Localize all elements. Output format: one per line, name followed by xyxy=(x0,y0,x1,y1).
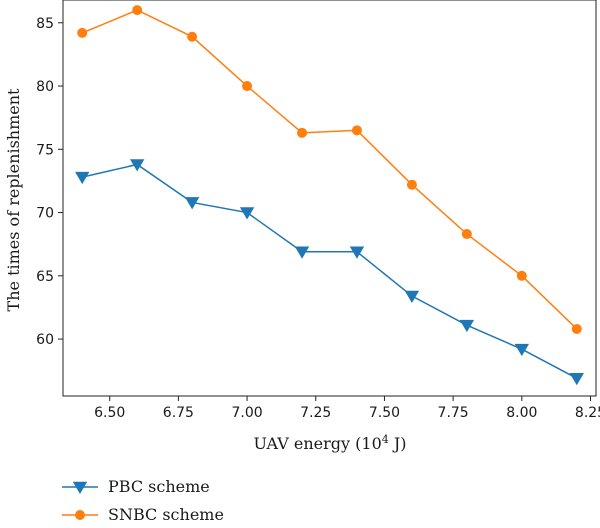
data-point xyxy=(351,125,362,136)
data-point xyxy=(349,246,365,259)
data-point xyxy=(294,246,310,259)
x-axis-label-exponent: 4 xyxy=(382,433,389,446)
x-tick-label: 7.75 xyxy=(438,405,469,421)
data-point xyxy=(75,171,90,185)
x-axis: 6.50 6.75 7.00 7.25 7.50 7.75 8.00 8.25 xyxy=(94,396,600,421)
series-0 xyxy=(75,159,584,386)
data-point xyxy=(514,343,530,357)
data-point xyxy=(406,179,417,190)
y-tick-label: 75 xyxy=(36,142,54,158)
y-axis: 60 65 70 75 80 85 xyxy=(36,16,63,348)
legend: PBC scheme SNBC scheme xyxy=(62,477,224,524)
y-tick-label: 65 xyxy=(36,269,54,285)
data-point xyxy=(77,27,88,38)
data-point xyxy=(459,319,475,333)
data-point xyxy=(129,159,145,172)
y-axis-label: The times of replenishment xyxy=(4,88,23,311)
data-point xyxy=(569,373,584,386)
y-tick-label: 60 xyxy=(36,332,54,348)
plot-frame xyxy=(62,0,597,397)
legend-marker xyxy=(72,481,88,494)
y-tick-label: 80 xyxy=(36,79,54,95)
x-axis-label: UAV energy (104 J) xyxy=(253,433,406,453)
series-1 xyxy=(77,5,582,334)
legend-label: PBC scheme xyxy=(108,477,210,496)
data-point xyxy=(239,207,255,220)
data-point xyxy=(184,197,200,210)
legend-item: SNBC scheme xyxy=(62,505,224,524)
legend-marker xyxy=(75,509,86,520)
x-tick-label: 6.50 xyxy=(94,405,125,421)
y-tick-label: 70 xyxy=(36,206,54,222)
x-tick-label: 7.25 xyxy=(300,405,331,421)
legend-item: PBC scheme xyxy=(62,477,210,496)
data-point xyxy=(571,323,582,334)
y-tick-label: 85 xyxy=(36,16,54,32)
data-point xyxy=(132,5,143,16)
data-point xyxy=(297,127,308,138)
series-layer xyxy=(75,5,584,386)
data-point xyxy=(516,270,527,281)
data-point xyxy=(242,81,253,92)
series-line xyxy=(82,163,578,379)
data-point xyxy=(461,229,472,240)
x-tick-label: 8.00 xyxy=(506,405,537,421)
x-tick-label: 7.50 xyxy=(369,405,400,421)
legend-label: SNBC scheme xyxy=(108,505,224,524)
data-point xyxy=(404,290,420,304)
x-tick-label: 8.25 xyxy=(575,405,600,421)
series-line xyxy=(81,9,578,330)
x-tick-label: 7.00 xyxy=(231,405,262,421)
data-point xyxy=(187,31,198,42)
x-tick-label: 6.75 xyxy=(163,405,194,421)
